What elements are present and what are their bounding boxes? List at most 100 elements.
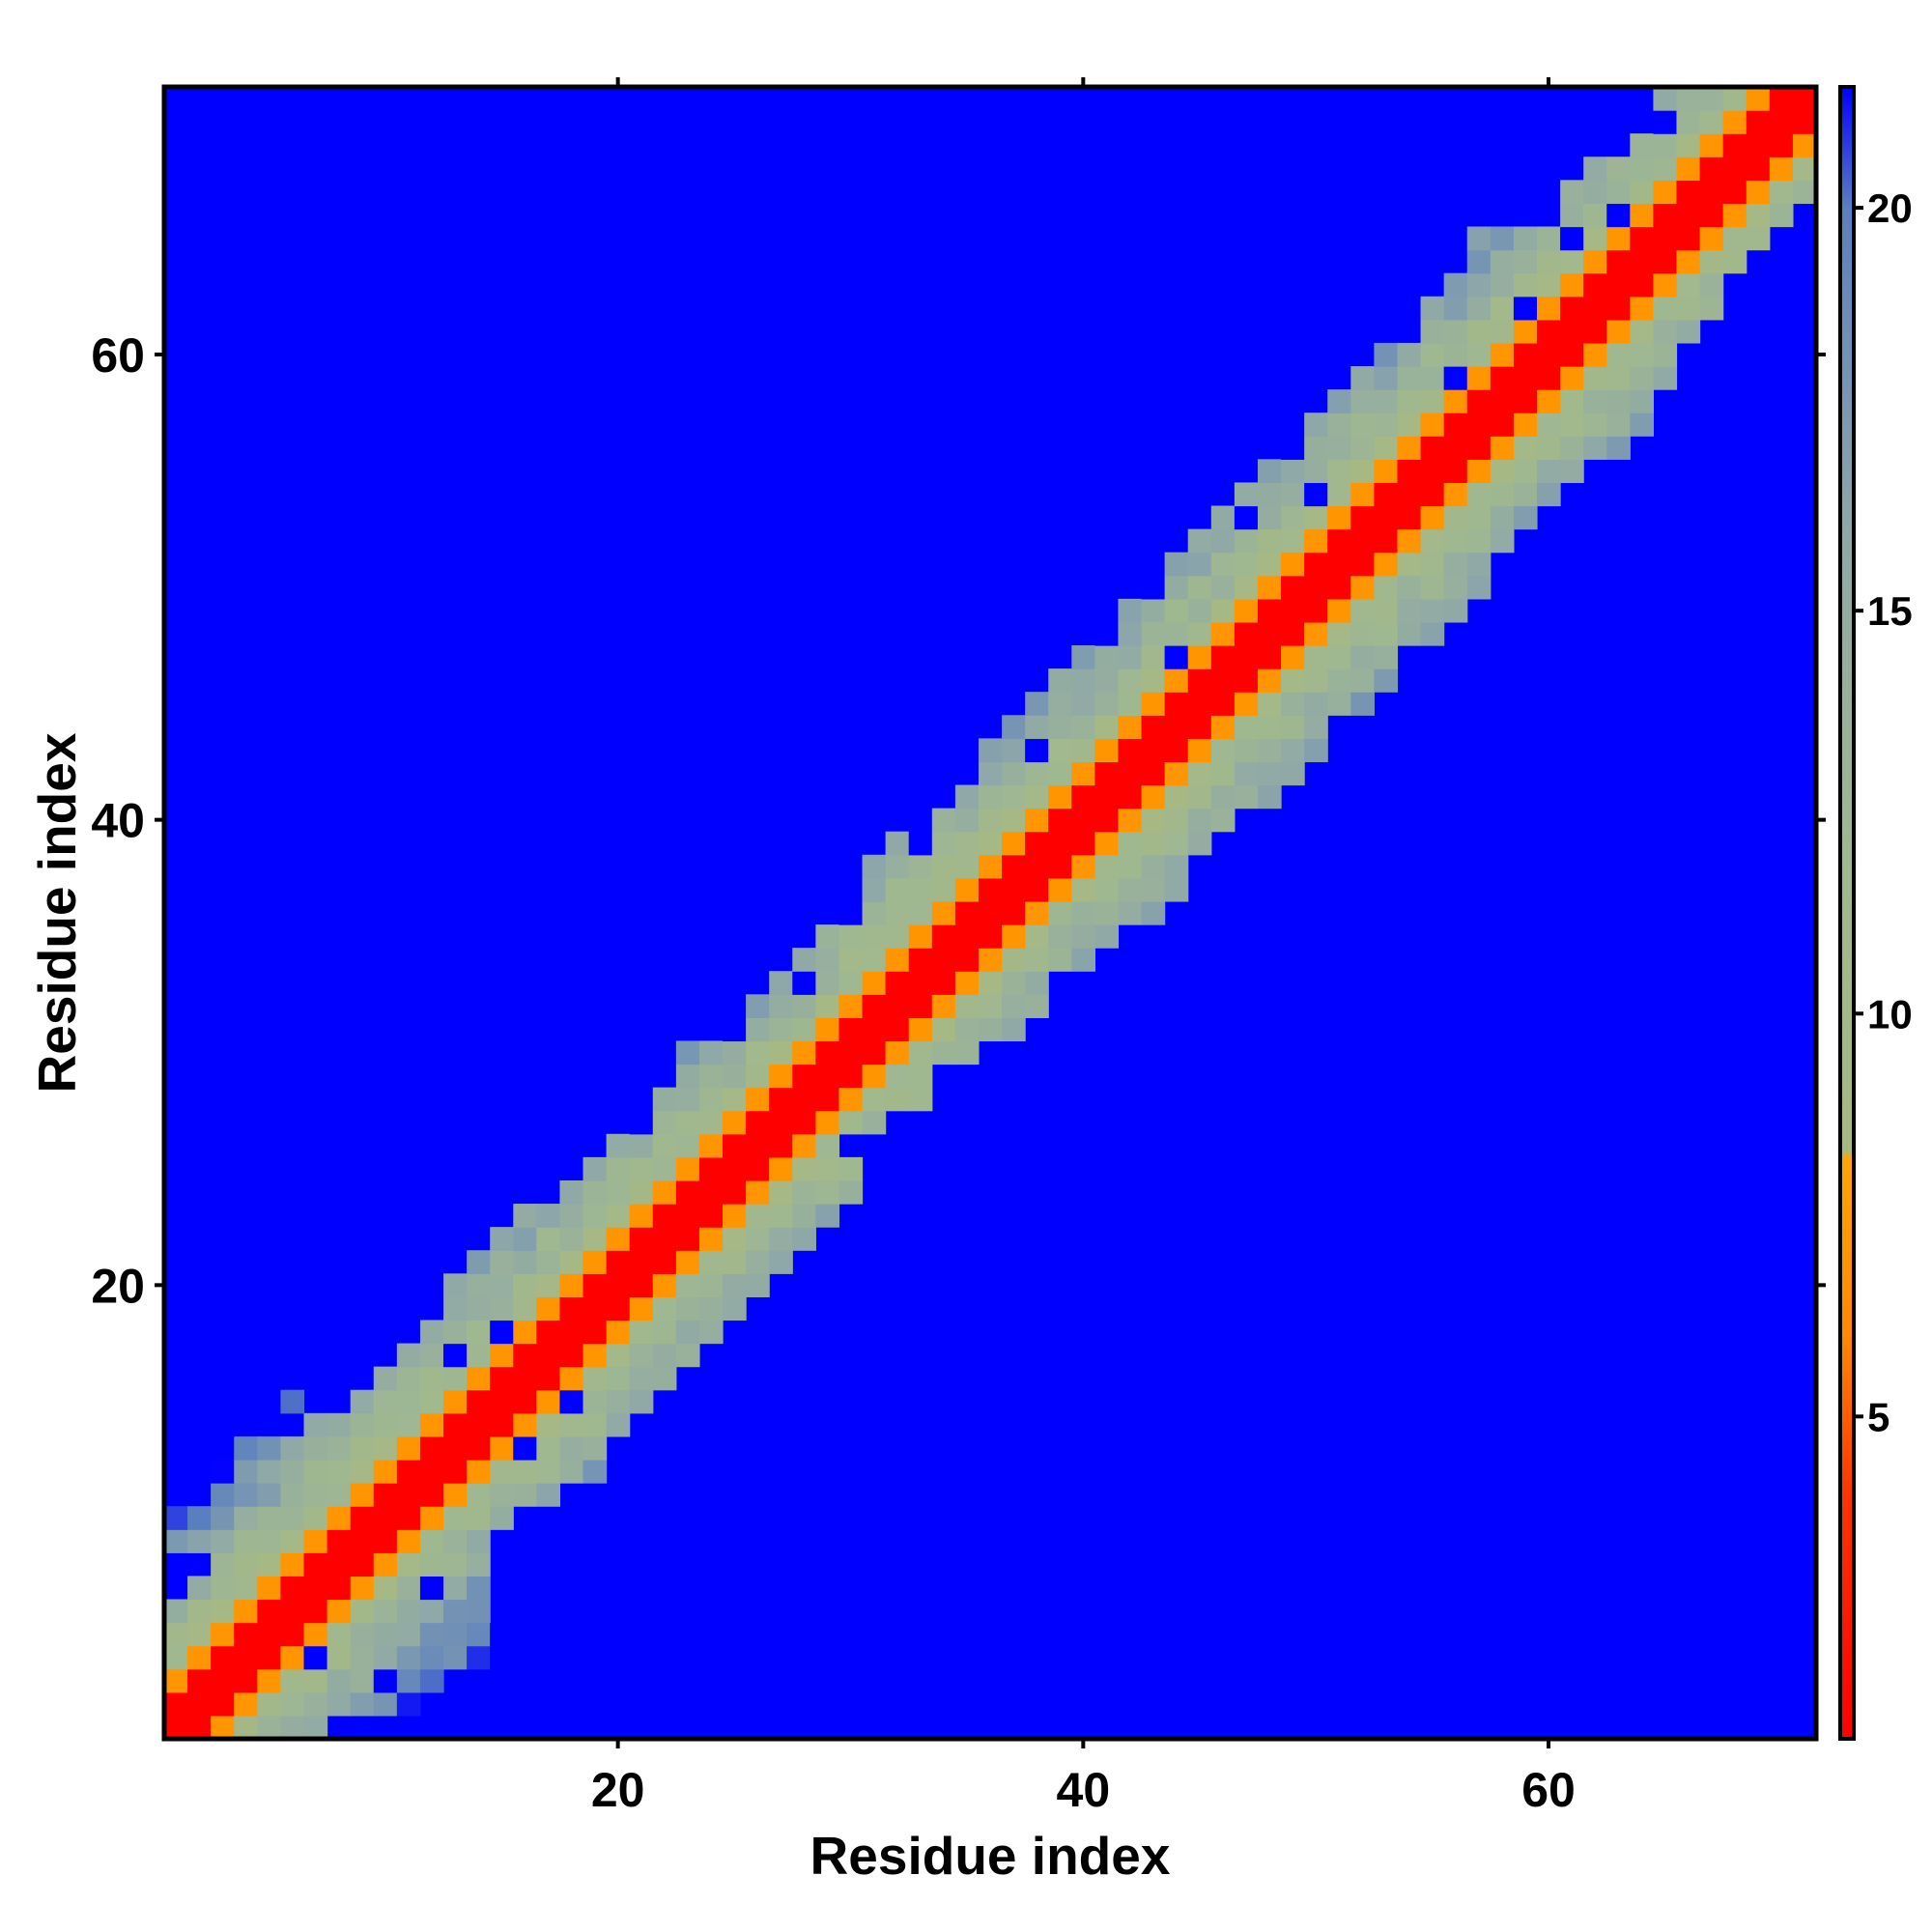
heatmap-cell	[1118, 715, 1143, 739]
heatmap-cell	[1350, 668, 1375, 693]
heatmap-cell	[606, 1320, 631, 1345]
heatmap-cell	[1513, 436, 1538, 460]
heatmap-cell	[1466, 459, 1492, 484]
heatmap-cell	[327, 1576, 352, 1601]
heatmap-cell	[396, 1412, 421, 1437]
heatmap-cell	[838, 1087, 864, 1112]
heatmap-cell	[582, 1250, 608, 1274]
heatmap-cell	[303, 1412, 328, 1437]
heatmap-cell	[815, 948, 840, 972]
heatmap-cell	[652, 1343, 677, 1368]
heatmap-cell	[1350, 389, 1375, 413]
heatmap-cell	[396, 1668, 421, 1693]
heatmap-cell	[815, 1064, 840, 1089]
heatmap-cell	[1071, 668, 1095, 693]
heatmap-cell	[1327, 692, 1351, 716]
heatmap-cell	[1374, 645, 1399, 669]
heatmap-cell	[1374, 482, 1399, 507]
heatmap-cell	[467, 1483, 491, 1507]
heatmap-cell	[1746, 203, 1771, 228]
heatmap-cell	[490, 1250, 514, 1274]
heatmap-cell	[1118, 668, 1143, 693]
heatmap-cell	[396, 1506, 421, 1530]
heatmap-cell	[559, 1459, 584, 1484]
heatmap-cell	[746, 1273, 770, 1297]
heatmap-cell	[327, 1645, 352, 1670]
heatmap-cell	[1187, 645, 1212, 669]
heatmap-cell	[234, 1459, 258, 1484]
heatmap-cell	[187, 1622, 212, 1647]
heatmap-cell	[908, 831, 933, 856]
heatmap-cell	[885, 1017, 910, 1042]
heatmap-cell	[1234, 482, 1259, 507]
heatmap-cell	[1210, 738, 1236, 763]
heatmap-cell	[419, 1576, 444, 1601]
heatmap-cell	[1630, 180, 1654, 205]
heatmap-cell	[211, 1576, 235, 1601]
heatmap-cell	[769, 1156, 793, 1181]
heatmap-cell	[1792, 110, 1817, 134]
heatmap-cell	[1304, 436, 1328, 460]
heatmap-cell	[211, 1366, 235, 1391]
heatmap-cell	[1025, 692, 1049, 716]
heatmap-cell	[1443, 505, 1468, 530]
heatmap-cell	[1630, 319, 1654, 344]
heatmap-cell	[1094, 784, 1120, 810]
heatmap-cell	[1327, 528, 1351, 554]
heatmap-cell	[1071, 738, 1095, 763]
heatmap-cell	[1374, 668, 1399, 693]
heatmap-cell	[1397, 389, 1422, 413]
heatmap-cell	[1583, 436, 1607, 460]
heatmap-cell	[1443, 272, 1468, 298]
heatmap-cell	[303, 1599, 328, 1624]
heatmap-cell	[769, 971, 793, 995]
heatmap-cell	[769, 1179, 793, 1205]
heatmap-cell	[303, 1715, 328, 1740]
heatmap-cell	[838, 971, 864, 995]
heatmap-cell	[1210, 552, 1236, 577]
heatmap-cell	[303, 1529, 328, 1553]
heatmap-cell	[629, 1389, 654, 1414]
heatmap-cell	[1699, 110, 1724, 134]
heatmap-cell	[1606, 436, 1631, 460]
heatmap-cell	[1304, 575, 1328, 600]
heatmap-cell	[1025, 994, 1049, 1018]
heatmap-cell	[1466, 552, 1492, 577]
heatmap-cell	[373, 1668, 398, 1693]
heatmap-cell	[1443, 482, 1468, 507]
heatmap-cell	[1350, 598, 1375, 623]
heatmap-cell	[1257, 505, 1282, 530]
heatmap-cell	[1443, 366, 1468, 390]
heatmap-cell	[1466, 342, 1492, 367]
heatmap-cell	[1397, 436, 1422, 460]
heatmap-cell	[1583, 366, 1607, 390]
heatmap-cell	[1699, 203, 1724, 228]
heatmap-cell	[1118, 621, 1143, 646]
heatmap-cell	[513, 1389, 537, 1414]
heatmap-cell	[536, 1343, 561, 1368]
heatmap-cell	[698, 1110, 724, 1135]
heatmap-cell	[234, 1622, 258, 1647]
heatmap-cell	[1536, 272, 1561, 298]
heatmap-cell	[467, 1412, 491, 1437]
heatmap-cell	[536, 1389, 561, 1414]
heatmap-cell	[1210, 668, 1236, 693]
heatmap-cell	[396, 1645, 421, 1670]
heatmap-cell	[1327, 552, 1351, 577]
heatmap-cell	[187, 1506, 212, 1530]
heatmap-cell	[187, 1645, 212, 1670]
heatmap-cell	[1676, 110, 1701, 134]
heatmap-cell	[303, 1459, 328, 1484]
heatmap-cell	[606, 1179, 631, 1205]
heatmap-cell	[467, 1296, 491, 1321]
heatmap-cell	[234, 1668, 258, 1693]
heatmap-cell	[652, 1204, 677, 1228]
heatmap-cell	[1536, 226, 1561, 251]
heatmap-cell	[536, 1412, 561, 1437]
heatmap-cell	[954, 784, 980, 810]
heatmap-cell	[675, 1133, 700, 1158]
heatmap-cell	[1304, 692, 1328, 716]
heatmap-cell	[559, 1273, 584, 1297]
heatmap-cell	[1420, 319, 1445, 344]
heatmap-cell	[559, 1204, 584, 1228]
